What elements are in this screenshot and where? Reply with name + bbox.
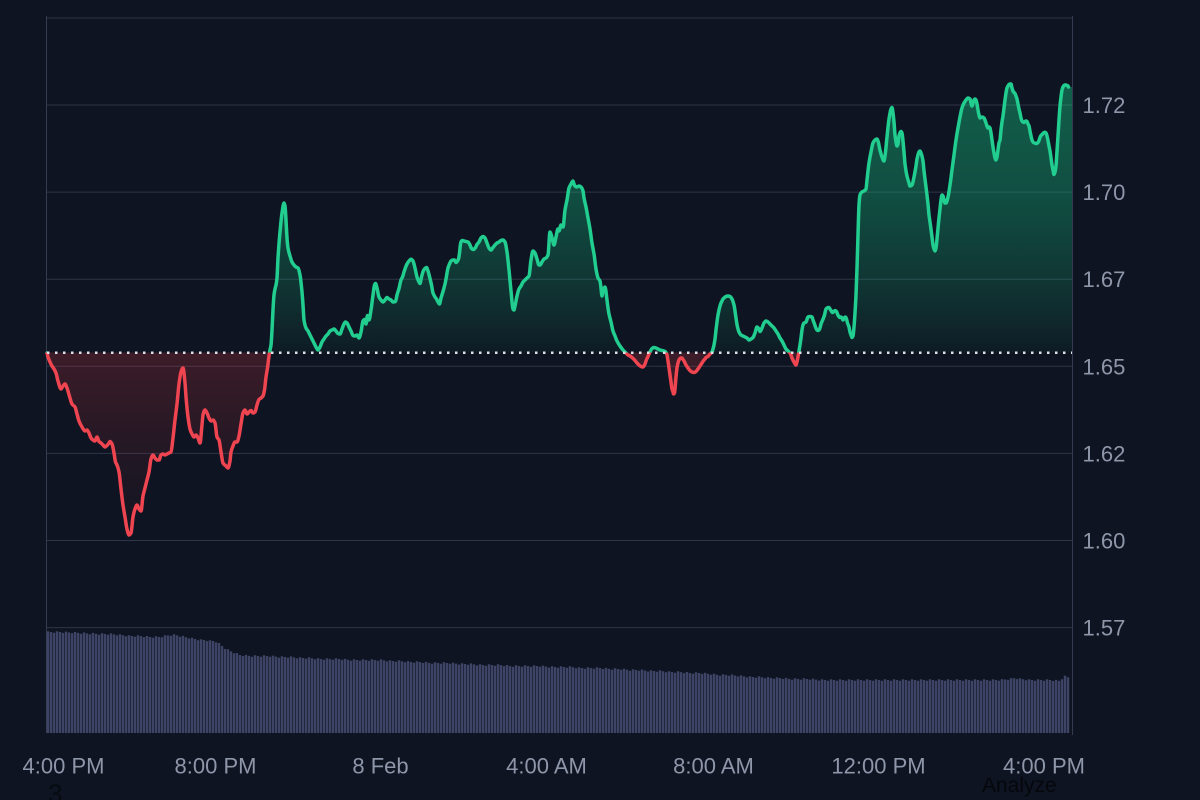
- svg-text:1.62: 1.62: [1083, 441, 1126, 466]
- svg-text:1.60: 1.60: [1083, 529, 1126, 554]
- svg-text:4:00 PM: 4:00 PM: [1003, 754, 1085, 779]
- svg-text:1.72: 1.72: [1083, 93, 1126, 118]
- svg-text:Analyze: Analyze: [982, 774, 1057, 797]
- svg-text:4:00 PM: 4:00 PM: [23, 754, 105, 779]
- svg-text:8 Feb: 8 Feb: [352, 754, 408, 779]
- svg-text:1.57: 1.57: [1083, 616, 1126, 641]
- svg-text:1.67: 1.67: [1083, 267, 1126, 292]
- svg-text:12:00 PM: 12:00 PM: [831, 754, 925, 779]
- svg-text:4:00 AM: 4:00 AM: [506, 754, 587, 779]
- svg-text:1.65: 1.65: [1083, 354, 1126, 379]
- svg-text:1.70: 1.70: [1083, 180, 1126, 205]
- svg-text:8:00 AM: 8:00 AM: [673, 754, 754, 779]
- svg-text:3: 3: [48, 779, 62, 800]
- svg-text:8:00 PM: 8:00 PM: [175, 754, 257, 779]
